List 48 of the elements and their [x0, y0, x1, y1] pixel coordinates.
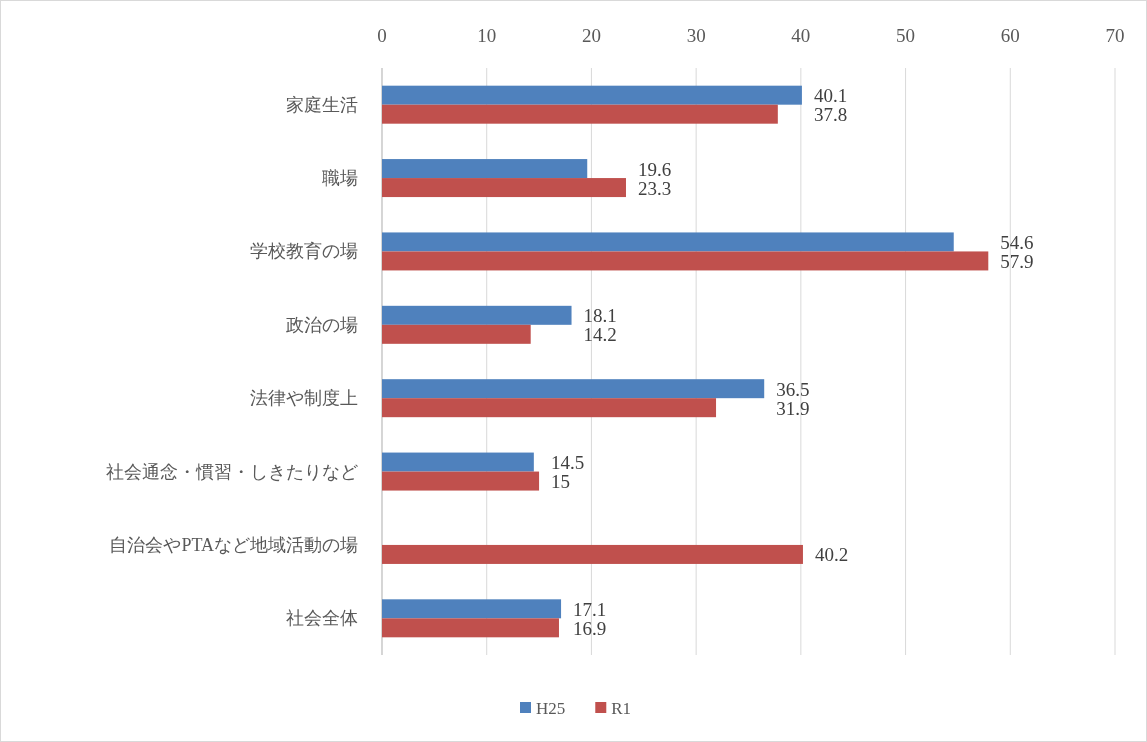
y-tick-label: 自治会やPTAなど地域活動の場 [109, 534, 358, 555]
bar [382, 452, 534, 472]
data-label: 31.9 [776, 397, 810, 419]
data-label: 16.9 [573, 617, 607, 639]
bar [382, 618, 559, 638]
y-tick-label: 学校教育の場 [250, 241, 358, 262]
bar [382, 159, 588, 179]
data-label: 40.1 [813, 85, 848, 107]
data-label: 18.1 [583, 305, 617, 327]
x-tick-label: 50 [896, 25, 916, 46]
bar [382, 178, 626, 198]
x-tick-label: 70 [1105, 25, 1125, 46]
y-tick-label: 社会全体 [286, 608, 358, 629]
bar [382, 599, 562, 619]
data-label: 36.5 [776, 378, 810, 400]
bar [382, 379, 765, 399]
x-tick-label: 60 [1000, 25, 1020, 46]
data-label: 57.9 [1000, 250, 1034, 272]
y-tick-label: 法律や制度上 [250, 388, 358, 409]
x-tick-label: 30 [686, 25, 706, 46]
x-tick-label: 40 [791, 25, 811, 46]
y-tick-label: 家庭生活 [286, 94, 358, 115]
bar [382, 305, 572, 325]
x-tick-label: 10 [477, 25, 497, 46]
bar [382, 104, 778, 124]
bar [382, 471, 540, 491]
bar [382, 544, 803, 564]
y-tick-label: 政治の場 [286, 314, 358, 335]
data-label: 14.2 [583, 324, 617, 346]
bar [382, 324, 531, 344]
bar [382, 251, 989, 271]
y-tick-label: 職場 [322, 168, 358, 189]
legend-label: H25 [536, 699, 566, 718]
data-label: 17.1 [573, 598, 607, 620]
legend-label: R1 [611, 699, 632, 718]
bar [382, 85, 802, 105]
data-label: 19.6 [637, 158, 672, 180]
bar [382, 398, 717, 418]
data-label: 23.3 [637, 177, 672, 199]
x-tick-label: 20 [581, 25, 601, 46]
data-label: 40.2 [814, 544, 849, 566]
bar [382, 232, 954, 252]
data-label: 14.5 [551, 452, 585, 474]
data-label: 37.8 [813, 104, 848, 126]
data-label: 15 [551, 471, 571, 493]
x-tick-label: 0 [377, 25, 387, 46]
y-tick-label: 社会通念・慣習・しきたりなど [106, 461, 358, 482]
data-label: 54.6 [1000, 231, 1034, 253]
